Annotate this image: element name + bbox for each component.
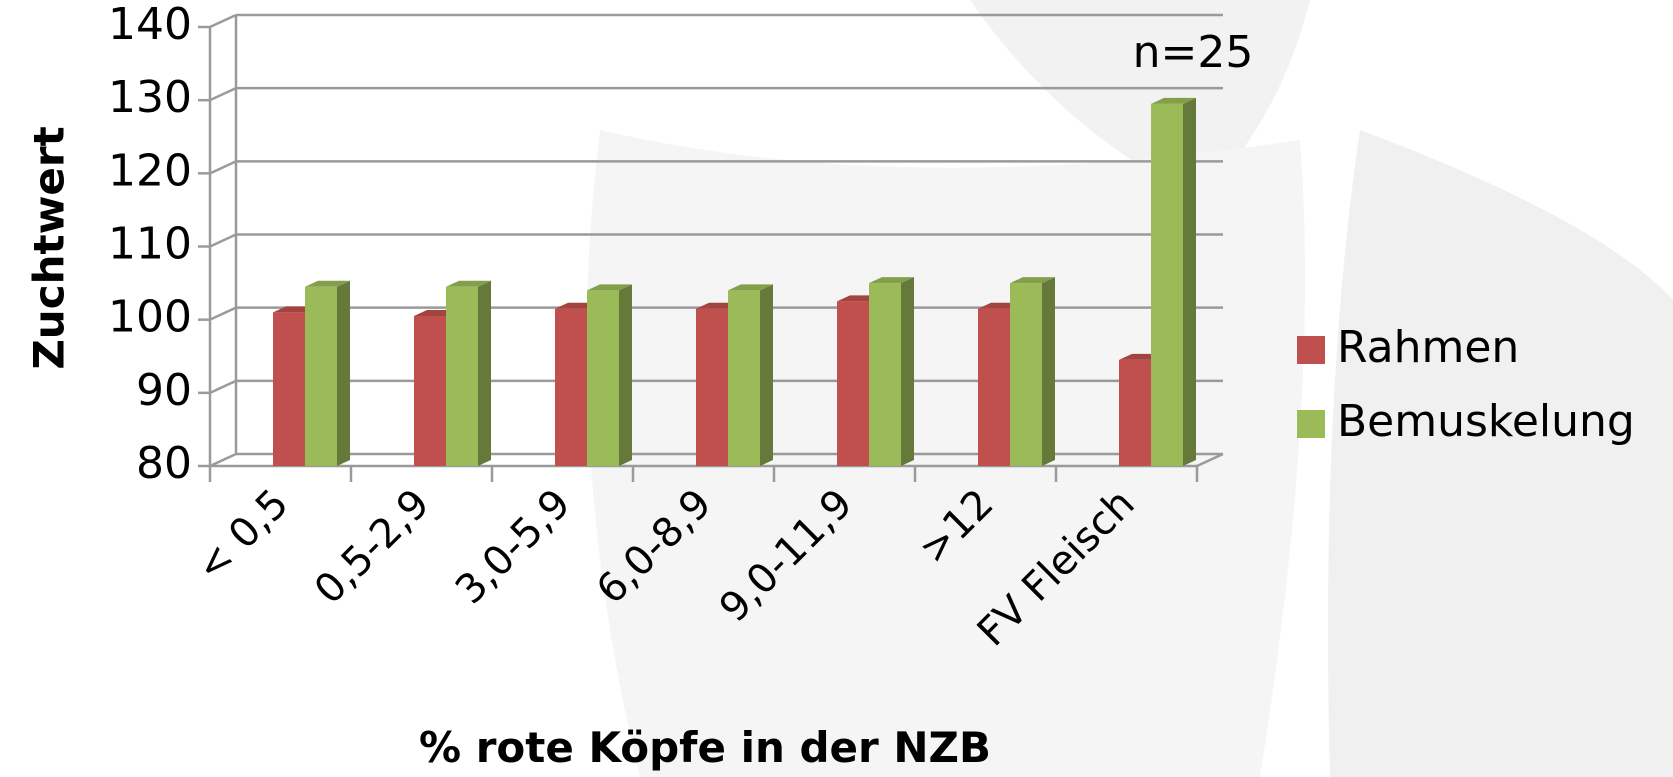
legend-label: Bemuskelung — [1337, 396, 1635, 447]
bar-front — [273, 312, 305, 466]
legend-swatch — [1297, 410, 1325, 438]
bar-front — [869, 283, 901, 466]
grid-line-side — [209, 306, 237, 321]
floor-right — [1196, 452, 1224, 468]
bar-top — [446, 280, 491, 287]
bar-top — [728, 284, 773, 291]
bar-front — [587, 290, 619, 466]
bar-side — [1183, 97, 1196, 466]
bar — [446, 280, 491, 466]
bar-front — [555, 308, 587, 466]
bar — [305, 280, 350, 466]
bar-top — [1010, 277, 1055, 284]
bar-side — [478, 280, 491, 466]
y-tick-label: 130 — [108, 72, 192, 123]
bar — [1010, 277, 1055, 466]
grid-line-side — [209, 379, 237, 394]
bar-side — [901, 277, 914, 466]
grid-line-side — [209, 13, 237, 29]
bar-front — [1119, 359, 1151, 466]
bar-top — [1151, 97, 1196, 104]
bar-front — [1151, 103, 1183, 466]
bar — [1151, 97, 1196, 466]
bar-front — [837, 301, 869, 466]
annotation: n=25 — [1133, 27, 1254, 78]
bar — [728, 284, 773, 466]
bar-front — [446, 286, 478, 466]
bar-front — [414, 316, 446, 466]
bar-top — [305, 280, 350, 287]
y-tick-label: 100 — [108, 292, 192, 343]
y-axis-title: Zuchtwert — [25, 126, 74, 369]
x-axis-title: % rote Köpfe in der NZB — [419, 723, 991, 772]
y-tick-label: 120 — [108, 145, 192, 196]
grid-line-side — [209, 87, 237, 102]
bar-front — [728, 290, 760, 466]
bar-front — [305, 286, 337, 466]
legend-swatch — [1297, 336, 1325, 364]
grid-line-side — [209, 233, 237, 248]
bar-top — [587, 284, 632, 291]
bar-front — [696, 308, 728, 466]
y-tick-label: 90 — [136, 365, 192, 416]
bar-front — [1010, 283, 1042, 466]
bar — [587, 284, 632, 466]
bar-side — [337, 280, 350, 466]
grid-line-side — [209, 160, 237, 175]
y-tick-label: 140 — [108, 0, 192, 50]
x-tick-label: 3,0-5,9 — [447, 481, 580, 614]
bar-front — [978, 308, 1010, 466]
bar-top — [869, 277, 914, 284]
bar — [869, 277, 914, 466]
bar-side — [619, 284, 632, 466]
bar-side — [1042, 277, 1055, 466]
x-tick-label: 0,5-2,9 — [306, 481, 439, 614]
bar-side — [760, 284, 773, 466]
legend-label: Rahmen — [1337, 322, 1519, 373]
y-tick-label: 110 — [108, 219, 192, 270]
y-tick-label: 80 — [136, 438, 192, 489]
grid-line-side — [209, 452, 237, 468]
x-tick-label: < 0,5 — [187, 481, 297, 591]
